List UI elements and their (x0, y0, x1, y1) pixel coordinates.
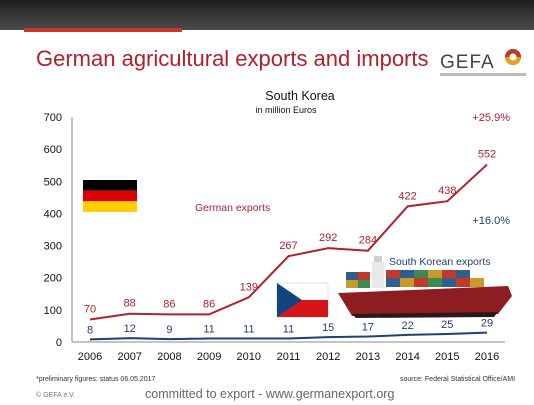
logo-text: GEFA (440, 52, 495, 73)
data-label-german-exports: 86 (203, 298, 215, 310)
annotation-south-korean-exports-growth: +16.0% (472, 215, 510, 227)
series-label-south-korean-exports: South Korean exports (389, 256, 491, 268)
y-tick-label: 0 (56, 337, 62, 349)
top-bar (0, 0, 534, 30)
series-label-german-exports: German exports (195, 202, 270, 214)
data-label-south-korean-exports: 9 (166, 324, 172, 336)
data-label-german-exports: 86 (163, 298, 175, 310)
data-label-german-exports: 422 (398, 190, 416, 202)
data-label-south-korean-exports: 29 (481, 318, 493, 330)
page-title: German agricultural exports and imports (36, 46, 429, 71)
y-tick-label: 300 (44, 241, 62, 253)
y-tick-label: 400 (44, 208, 62, 220)
x-tick-label: 2006 (78, 351, 102, 363)
data-label-german-exports: 284 (359, 235, 377, 247)
data-label-south-korean-exports: 17 (362, 322, 374, 334)
x-tick-label: 2012 (316, 351, 340, 363)
data-label-german-exports: 552 (478, 149, 496, 161)
data-label-south-korean-exports: 25 (441, 319, 453, 331)
data-label-south-korean-exports: 12 (124, 323, 136, 335)
gefa-logo-icon (505, 49, 521, 65)
x-tick-label: 2007 (117, 351, 141, 363)
data-label-south-korean-exports: 11 (283, 323, 294, 335)
x-tick-label: 2014 (395, 351, 419, 363)
data-label-south-korean-exports: 11 (203, 323, 214, 335)
chart-title: South Korea (265, 89, 335, 103)
data-label-south-korean-exports: 15 (322, 322, 334, 334)
data-label-german-exports: 139 (240, 281, 258, 293)
data-label-german-exports: 70 (84, 304, 96, 316)
y-tick-label: 200 (44, 273, 62, 285)
x-tick-label: 2009 (197, 351, 221, 363)
data-label-german-exports: 438 (438, 185, 456, 197)
german-flag-icon (83, 180, 137, 212)
czech-flag-icon (276, 282, 329, 318)
series-line-german-exports (89, 163, 488, 321)
x-tick-label: 2016 (475, 351, 499, 363)
chart-subtitle: in million Euros (255, 105, 317, 115)
y-tick-label: 500 (44, 176, 62, 188)
data-label-german-exports: 292 (319, 232, 337, 244)
y-tick-label: 100 (44, 305, 62, 317)
x-tick-label: 2010 (237, 351, 261, 363)
top-bar-accent (24, 28, 182, 32)
x-tick-label: 2011 (277, 351, 301, 363)
x-tick-label: 2013 (356, 351, 380, 363)
logo-tagline (440, 73, 526, 76)
annotation-german-exports-growth: +25.9% (472, 112, 510, 124)
series-line-south-korean-exports (89, 331, 488, 341)
data-label-german-exports: 267 (279, 240, 297, 252)
data-label-south-korean-exports: 8 (87, 324, 93, 336)
data-label-german-exports: 88 (124, 298, 136, 310)
footer-website: committed to export - www.germanexport.o… (145, 387, 395, 401)
y-tick-label: 600 (44, 144, 62, 156)
gefa-logo: GEFA (440, 42, 526, 82)
data-label-south-korean-exports: 22 (401, 320, 413, 332)
x-tick-label: 2008 (157, 351, 181, 363)
footnote: *preliminary figures: status 06.05.2017 (36, 376, 156, 383)
source-note: source: Federal Statistical Office/AMI (400, 376, 516, 383)
container-ship-icon (338, 256, 512, 318)
copyright: © GEFA e.V. (36, 392, 76, 399)
x-tick-label: 2015 (435, 351, 459, 363)
y-tick-label: 700 (44, 112, 62, 124)
data-label-south-korean-exports: 11 (243, 323, 254, 335)
